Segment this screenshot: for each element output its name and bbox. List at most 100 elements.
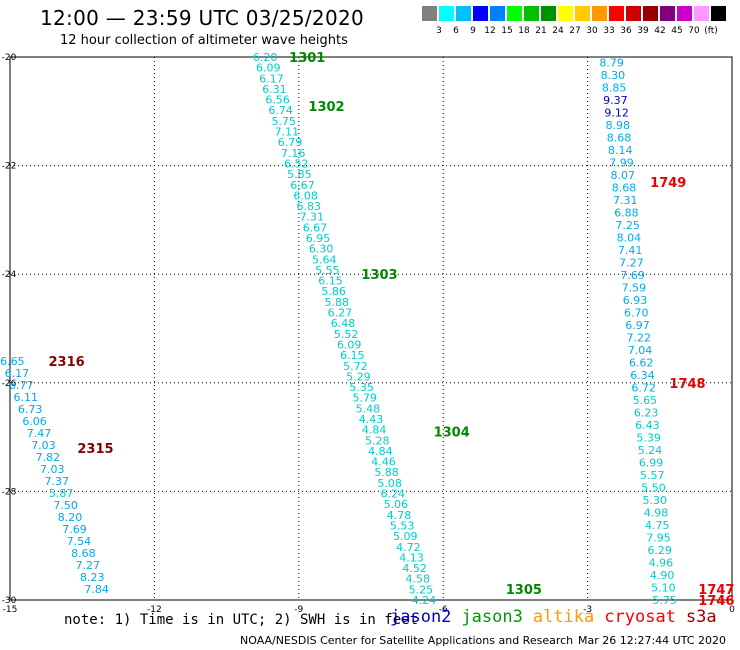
data-point-label: 6.93 <box>623 294 648 307</box>
scale-label: 9 <box>470 26 476 36</box>
scale-label: 42 <box>654 26 666 36</box>
data-point-label: 6.70 <box>624 306 649 319</box>
data-point-label: 6.17 <box>5 367 30 380</box>
data-point-label: 5.10 <box>651 581 676 594</box>
data-point-label: 5.06 <box>384 498 409 511</box>
pass-id-label: 1746 <box>698 594 734 609</box>
scale-label: 18 <box>518 26 530 36</box>
data-point-label: 7.22 <box>627 331 652 344</box>
data-point-label: 7.25 <box>615 219 640 232</box>
pass-id-label: 1305 <box>506 583 542 598</box>
data-point-label: 6.09 <box>256 62 281 75</box>
pass-id-label: 1748 <box>669 377 705 392</box>
data-point-label: 5.88 <box>324 296 349 309</box>
chart-subtitle: 12 hour collection of altimeter wave hei… <box>60 33 348 48</box>
data-point-label: 4.46 <box>371 456 396 469</box>
scale-swatch <box>660 6 675 21</box>
data-point-label: 9.12 <box>604 106 629 119</box>
data-point-label: 4.78 <box>387 509 412 522</box>
data-point-label: 5.50 <box>641 481 666 494</box>
data-point-label: 6.77 <box>9 379 34 392</box>
scale-swatch <box>711 6 726 21</box>
pass-id-label: 1302 <box>308 100 344 115</box>
scale-swatch <box>422 6 437 21</box>
data-point-label: 6.79 <box>278 136 303 149</box>
data-point-label: 7.95 <box>646 531 671 544</box>
scale-label: 24 <box>552 26 564 36</box>
data-point-label: 4.72 <box>396 541 421 554</box>
data-point-label: 5.25 <box>409 583 434 596</box>
data-point-label: 8.14 <box>608 144 633 157</box>
data-point-label: 6.23 <box>634 406 659 419</box>
data-point-label: 8.85 <box>602 81 627 94</box>
scale-label: 15 <box>501 26 513 36</box>
scale-label: 30 <box>586 26 598 36</box>
data-point-label: 5.28 <box>365 434 390 447</box>
legend-altika: altika <box>532 607 595 627</box>
data-point-label: 5.87 <box>49 487 74 500</box>
data-point-label: 8.30 <box>601 69 626 82</box>
pass-id-label: 1747 <box>698 583 734 598</box>
data-point-label: 5.57 <box>640 469 665 482</box>
data-point-label: 5.39 <box>636 431 661 444</box>
data-point-label: 6.34 <box>630 369 655 382</box>
data-point-label: 7.69 <box>620 269 645 282</box>
data-point-label: 5.75 <box>652 594 677 607</box>
pass-id-label: 1303 <box>361 268 397 283</box>
data-point-label: 7.27 <box>76 559 101 572</box>
data-point-label: 4.84 <box>362 424 387 437</box>
scale-label: 3 <box>436 26 442 36</box>
scale-swatch <box>524 6 539 21</box>
scale-swatch <box>473 6 488 21</box>
data-point-label: 7.59 <box>622 281 647 294</box>
data-point-label: 6.67 <box>290 179 315 192</box>
scale-label: (ft) <box>704 26 718 36</box>
y-tick-label: -30 <box>2 596 17 606</box>
data-point-label: 5.88 <box>374 466 399 479</box>
data-point-label: 4.58 <box>405 573 430 586</box>
scale-label: 36 <box>620 26 632 36</box>
scale-swatch <box>558 6 573 21</box>
data-point-label: 6.67 <box>303 221 328 234</box>
data-point-label: 6.88 <box>614 206 639 219</box>
data-point-label: 8.68 <box>607 131 632 144</box>
legend-s3a: s3a <box>685 607 717 627</box>
y-tick-label: -20 <box>2 53 17 63</box>
x-tick-label: -3 <box>583 605 592 615</box>
scale-swatch <box>575 6 590 21</box>
data-point-label: 4.98 <box>644 506 669 519</box>
data-point-label: 7.41 <box>618 244 643 257</box>
scale-label: 33 <box>603 26 615 36</box>
data-point-label: 7.16 <box>281 147 306 160</box>
pass-id-label: 2315 <box>77 442 113 457</box>
scale-swatch <box>643 6 658 21</box>
data-point-label: 7.11 <box>275 126 300 139</box>
scale-swatch <box>626 6 641 21</box>
scale-swatch <box>456 6 471 21</box>
data-point-label: 5.35 <box>349 381 374 394</box>
data-point-label: 6.09 <box>337 338 362 351</box>
pass-id-label: 2316 <box>49 355 85 370</box>
data-point-label: 5.52 <box>334 328 359 341</box>
data-point-label: 7.54 <box>67 535 92 548</box>
data-point-label: 8.07 <box>610 169 635 182</box>
data-point-label: 7.03 <box>31 439 56 452</box>
scale-swatch <box>490 6 505 21</box>
satellite-legend: jason2 jason3 altika cryosat s3a <box>390 607 727 627</box>
data-point-label: 5.08 <box>377 477 402 490</box>
x-tick-label: -9 <box>294 605 303 615</box>
data-point-label: 4.90 <box>650 569 675 582</box>
data-point-label: 7.37 <box>44 475 69 488</box>
data-point-label: 6.48 <box>331 317 356 330</box>
scale-label: 45 <box>671 26 683 36</box>
data-point-label: 8.98 <box>606 119 631 132</box>
data-point-label: 6.72 <box>631 381 656 394</box>
data-point-label: 4.96 <box>649 556 674 569</box>
data-point-label: 5.24 <box>638 444 663 457</box>
data-point-label: 5.64 <box>312 253 337 266</box>
pass-id-label: 1749 <box>650 176 686 191</box>
data-point-label: 6.52 <box>284 157 309 170</box>
data-point-label: 6.11 <box>13 391 38 404</box>
y-tick-label: -28 <box>2 487 17 497</box>
footer-note: note: 1) Time is in UTC; 2) SWH is in fe… <box>64 612 419 628</box>
